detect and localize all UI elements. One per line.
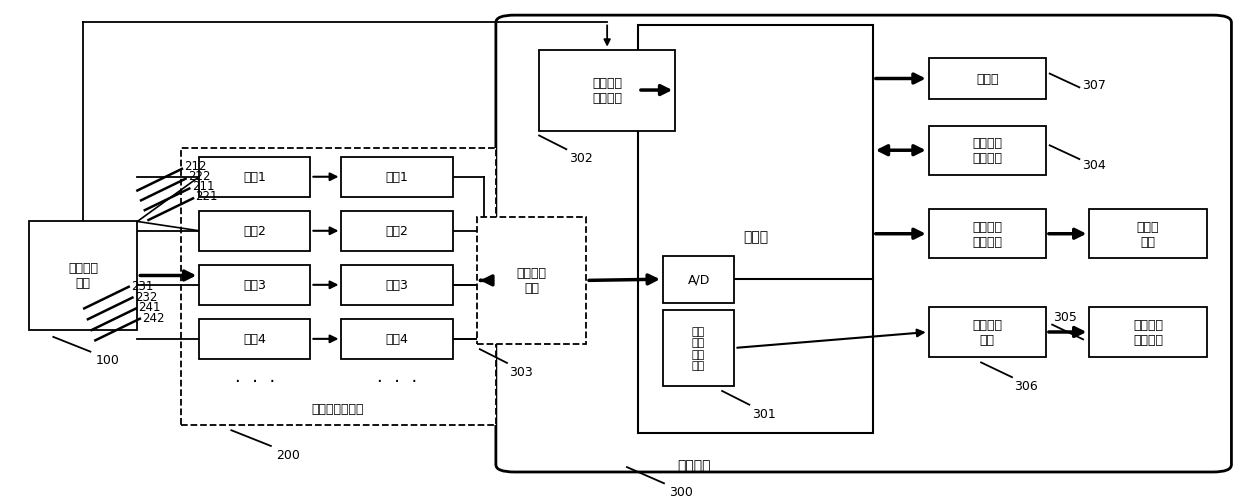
FancyBboxPatch shape [342,211,452,252]
FancyBboxPatch shape [928,126,1046,175]
Text: 振动信息
保存电路: 振动信息 保存电路 [973,137,1002,165]
Text: 232: 232 [135,290,157,303]
Text: 控制器: 控制器 [743,230,768,243]
Text: 数据传输
模块: 数据传输 模块 [973,318,1002,346]
Text: 302: 302 [569,152,592,165]
Text: 305: 305 [1053,311,1077,324]
Text: 放大3: 放大3 [385,279,409,292]
Text: 滤波4: 滤波4 [243,333,266,346]
FancyBboxPatch shape [1089,210,1207,259]
FancyBboxPatch shape [928,308,1046,357]
Text: 211: 211 [192,180,214,192]
FancyBboxPatch shape [1089,308,1207,357]
Text: 电机控
制器: 电机控 制器 [1136,220,1160,248]
FancyBboxPatch shape [477,217,586,345]
Text: A/D: A/D [688,273,710,286]
Text: 301: 301 [752,407,776,420]
Text: 100: 100 [95,353,119,366]
Text: 放大2: 放大2 [385,225,409,238]
Text: 241: 241 [139,301,161,314]
Text: 放大4: 放大4 [385,333,409,346]
FancyBboxPatch shape [342,319,452,359]
Text: ·  ·  ·: · · · [234,372,275,390]
Text: 报警器: 报警器 [976,73,999,86]
FancyBboxPatch shape [496,16,1232,472]
Text: 滤波2: 滤波2 [243,225,266,238]
Text: 滤波1: 滤波1 [243,171,266,184]
Text: 231: 231 [131,279,154,292]
FancyBboxPatch shape [928,210,1046,259]
Text: 放大1: 放大1 [385,171,409,184]
Text: 电源通断
控制电路: 电源通断 控制电路 [592,77,622,105]
FancyBboxPatch shape [199,319,311,359]
FancyBboxPatch shape [928,59,1046,99]
Text: 振动检测
模块: 振动检测 模块 [68,262,98,290]
Text: ·  ·  ·: · · · [377,372,418,390]
Text: 200: 200 [276,448,300,461]
FancyBboxPatch shape [28,222,138,330]
FancyBboxPatch shape [181,148,496,425]
Text: 控制模块: 控制模块 [676,458,710,472]
FancyBboxPatch shape [539,51,675,131]
Text: 决策信息
传递模块: 决策信息 传递模块 [973,220,1002,248]
Text: 300: 300 [669,485,693,498]
Text: 高速
串行
总线
接口: 高速 串行 总线 接口 [693,326,705,371]
Text: 222: 222 [188,170,211,183]
FancyBboxPatch shape [663,310,735,386]
Text: 外部实时
处理设备: 外部实时 处理设备 [1132,318,1163,346]
FancyBboxPatch shape [342,157,452,197]
FancyBboxPatch shape [638,26,873,433]
Text: 306: 306 [1015,379,1038,392]
Text: 221: 221 [196,189,218,202]
Text: 303: 303 [509,365,533,378]
Text: 212: 212 [185,160,207,173]
Text: 304: 304 [1082,159,1105,172]
Text: 242: 242 [142,311,165,324]
Text: 307: 307 [1082,79,1105,92]
FancyBboxPatch shape [199,211,311,252]
Text: 多路模拟
开关: 多路模拟 开关 [517,267,546,295]
FancyBboxPatch shape [663,257,735,303]
Text: 滤波3: 滤波3 [243,279,266,292]
FancyBboxPatch shape [199,265,311,305]
Text: 信号预处理模块: 信号预处理模块 [311,403,364,416]
FancyBboxPatch shape [342,265,452,305]
FancyBboxPatch shape [199,157,311,197]
